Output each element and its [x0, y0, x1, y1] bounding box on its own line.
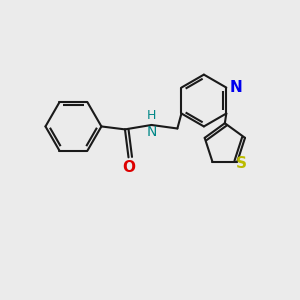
Text: N: N	[230, 80, 243, 95]
Text: H: H	[147, 109, 156, 122]
Text: O: O	[122, 160, 135, 175]
Text: S: S	[236, 155, 247, 170]
Text: N: N	[146, 125, 157, 139]
